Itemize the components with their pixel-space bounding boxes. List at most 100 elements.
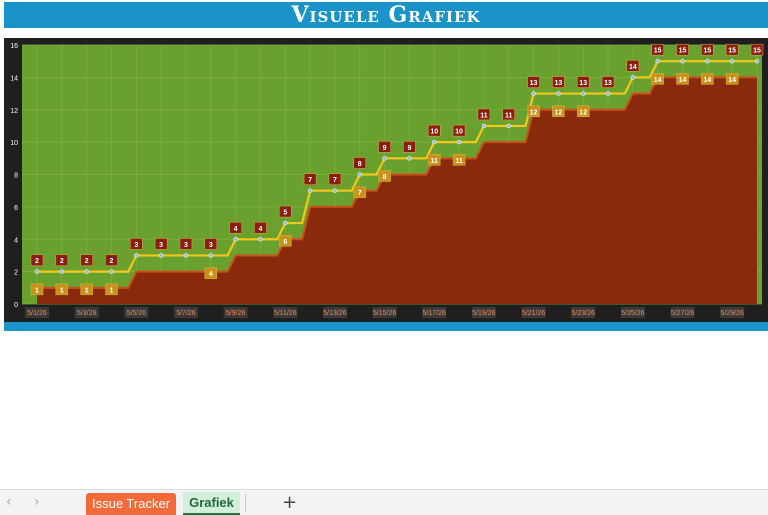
x-tick-label: 5/11/26 xyxy=(274,310,297,317)
x-tick-label: 5/23/26 xyxy=(572,310,595,317)
data-label-top: 5 xyxy=(283,210,287,217)
x-tick-label: 5/19/26 xyxy=(472,310,495,317)
data-label-top-box xyxy=(229,222,242,234)
data-label-top: 2 xyxy=(60,258,64,265)
data-label-top-box xyxy=(701,43,714,56)
data-label-top: 3 xyxy=(134,242,138,249)
data-label-top: 10 xyxy=(430,129,438,136)
data-label-bottom-box xyxy=(353,186,367,198)
x-tick-label: 5/25/26 xyxy=(621,310,644,317)
data-label-top-box xyxy=(552,76,565,88)
data-label-top: 2 xyxy=(85,258,89,265)
tab-grafiek[interactable]: Grafiek xyxy=(183,492,240,515)
data-label-bottom-box xyxy=(279,235,292,247)
data-label-bottom: 12 xyxy=(554,109,562,116)
data-label-top: 15 xyxy=(654,48,662,55)
data-label-top: 13 xyxy=(579,80,587,87)
x-tick-label: 5/17/26 xyxy=(423,310,446,317)
y-tick-label: 14 xyxy=(10,75,18,82)
data-label-bottom-box xyxy=(576,105,590,117)
data-label-bottom: 1 xyxy=(85,287,89,294)
data-label-top: 4 xyxy=(258,226,262,233)
add-sheet-button[interactable]: + xyxy=(282,492,298,513)
series-1-point xyxy=(605,91,611,96)
data-label-bottom-box xyxy=(80,283,93,296)
x-tick-label: 5/21/26 xyxy=(522,310,545,317)
data-label-bottom-box xyxy=(427,154,441,166)
x-tick-label-box xyxy=(124,307,149,318)
data-label-top-box xyxy=(303,173,317,185)
data-label-top: 3 xyxy=(209,242,213,249)
data-label-bottom-box xyxy=(676,73,689,85)
data-label-bottom-box xyxy=(701,73,714,85)
data-label-bottom-box xyxy=(204,267,218,279)
x-tick-label-box xyxy=(223,307,248,318)
x-tick-label-box xyxy=(322,307,347,318)
data-label-top-box xyxy=(527,76,540,88)
data-label-bottom: 14 xyxy=(728,77,736,84)
series-1-point xyxy=(283,220,288,226)
x-tick-label-box xyxy=(620,307,645,318)
data-label-bottom: 14 xyxy=(679,77,687,84)
data-label-bottom: 14 xyxy=(703,77,711,84)
data-label-top-box xyxy=(130,238,143,250)
series-1-point xyxy=(630,75,636,80)
data-label-bottom: 4 xyxy=(209,271,213,278)
x-tick-label-box xyxy=(25,307,49,318)
series-1-point xyxy=(655,58,660,64)
series-1-point xyxy=(59,269,65,274)
series-1-point xyxy=(531,91,536,96)
data-label-top: 11 xyxy=(505,112,513,119)
next-sheet-button[interactable]: › xyxy=(34,494,40,510)
data-label-top: 3 xyxy=(159,242,163,249)
x-tick-label-box xyxy=(273,307,298,318)
series-1-point xyxy=(754,58,760,64)
x-tick-label: 5/15/26 xyxy=(373,310,396,317)
data-label-top: 7 xyxy=(308,177,312,184)
data-label-bottom: 1 xyxy=(60,287,64,294)
data-label-top: 9 xyxy=(407,145,411,152)
data-label-top-box xyxy=(254,222,267,234)
data-label-bottom-box xyxy=(552,105,565,117)
x-tick-label: 5/3/26 xyxy=(77,310,97,317)
x-tick-label: 5/29/26 xyxy=(720,310,743,317)
data-label-bottom: 11 xyxy=(431,158,439,165)
y-tick-label: 12 xyxy=(10,108,18,115)
data-label-top: 4 xyxy=(234,226,238,233)
data-label-top: 14 xyxy=(629,64,637,71)
x-tick-label-box xyxy=(571,307,596,318)
data-label-top: 2 xyxy=(110,258,114,265)
data-label-top-box xyxy=(676,43,689,56)
data-label-top: 11 xyxy=(480,112,488,119)
area-series-2 xyxy=(37,77,757,304)
series-1-point xyxy=(481,123,487,129)
data-label-top-box xyxy=(750,43,764,56)
data-label-top: 13 xyxy=(530,80,538,87)
series-1-point xyxy=(34,269,40,274)
tab-divider xyxy=(245,494,246,512)
data-label-top-box xyxy=(626,60,640,72)
data-label-top-box xyxy=(502,108,515,121)
series-1-point xyxy=(382,156,387,161)
data-label-top-box xyxy=(452,124,466,137)
prev-sheet-button[interactable]: ‹ xyxy=(6,494,12,510)
series-1-point xyxy=(84,269,89,274)
x-tick-label: 5/27/26 xyxy=(671,310,694,317)
data-label-bottom-box xyxy=(55,283,69,296)
data-label-top: 13 xyxy=(554,80,562,87)
y-tick-label: 2 xyxy=(14,270,18,277)
data-label-top-box xyxy=(651,43,664,56)
series-1-point xyxy=(109,269,114,274)
x-tick-label: 5/5/26 xyxy=(127,310,147,317)
y-tick-label: 6 xyxy=(14,205,18,212)
data-label-top: 3 xyxy=(184,242,188,249)
series-1-point xyxy=(556,91,561,96)
series-1-point xyxy=(134,253,139,258)
tab-issue-tracker[interactable]: Issue Tracker xyxy=(86,493,176,515)
data-label-bottom: 6 xyxy=(283,239,287,246)
x-tick-label: 5/1/26 xyxy=(27,310,47,317)
data-label-bottom-box xyxy=(452,154,466,166)
y-tick-label: 16 xyxy=(10,43,18,50)
data-label-bottom-box xyxy=(378,170,391,182)
